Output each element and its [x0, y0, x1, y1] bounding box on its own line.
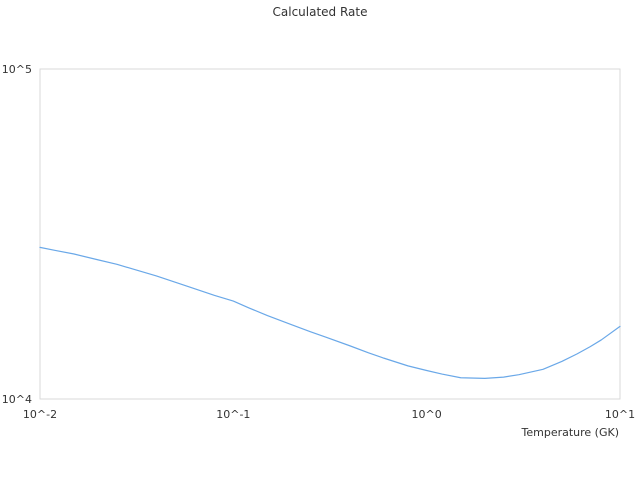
x-tick-label: 10^0 — [412, 408, 442, 421]
y-tick-label: 10^4 — [2, 393, 32, 406]
x-tick-label: 10^-2 — [23, 408, 57, 421]
chart-title: Calculated Rate — [273, 5, 368, 19]
y-tick-label: 10^5 — [2, 63, 32, 76]
x-axis-label: Temperature (GK) — [521, 426, 620, 439]
x-tick-label: 10^-1 — [216, 408, 250, 421]
x-tick-label: 10^1 — [605, 408, 635, 421]
plot-area-frame — [39, 68, 621, 400]
series-line-1 — [39, 246, 621, 379]
